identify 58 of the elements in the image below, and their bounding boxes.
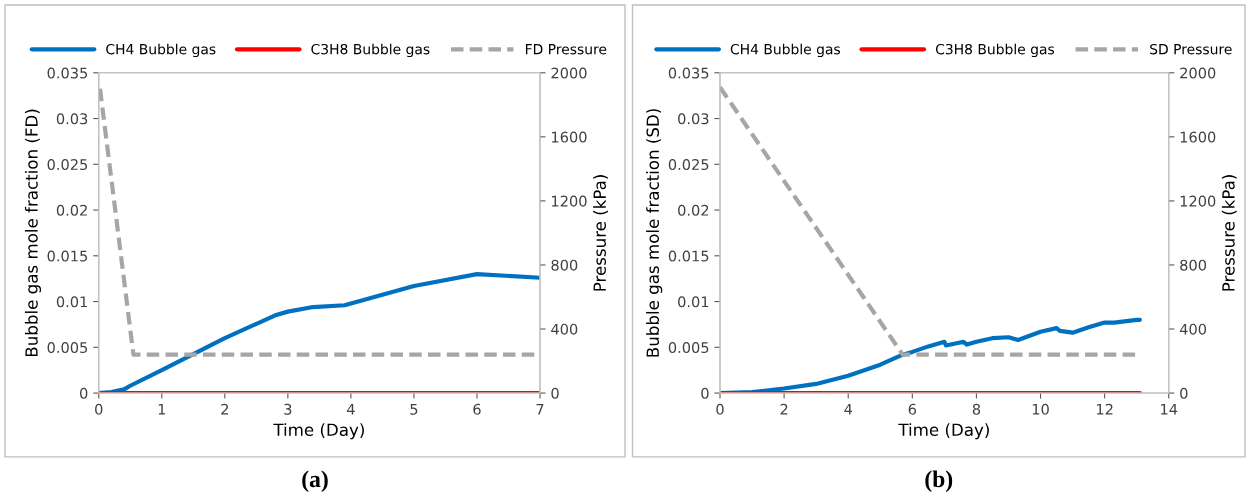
x-tick-label: 14 xyxy=(1161,403,1178,415)
y-tick-label: 0.035 xyxy=(47,67,88,79)
x-tick-label: 2 xyxy=(780,403,788,415)
y2-axis-title: Pressure (kPa) xyxy=(593,175,608,291)
x-tick-label: 0 xyxy=(716,403,724,415)
y-axis-title: Bubble gas mole fraction (SD) xyxy=(646,109,663,357)
y-tick-label: 0.02 xyxy=(678,204,709,216)
text: (b) xyxy=(925,470,953,492)
legend-label: CH4 Bubble gas xyxy=(730,43,841,58)
x-tick-label: 0 xyxy=(95,403,103,415)
legend-label: SD Pressure xyxy=(1150,43,1232,55)
y-tick-label: 0 xyxy=(701,387,709,399)
y2-tick-label: 1600 xyxy=(552,131,587,143)
x-axis-title: Time (Day) xyxy=(273,423,364,440)
y-tick-label: 0.005 xyxy=(47,342,88,354)
y-tick-label: 0.025 xyxy=(47,159,88,171)
x-tick-label: 1 xyxy=(158,403,166,415)
x-tick-label: 6 xyxy=(473,403,481,415)
x-tick-label: 4 xyxy=(844,403,853,415)
y2-tick-label: 2000 xyxy=(1180,67,1216,79)
y-tick-label: 0.01 xyxy=(56,296,87,308)
x-tick-label: 10 xyxy=(1032,403,1049,415)
y-tick-label: 0.025 xyxy=(668,159,709,171)
y-tick-label: 0.015 xyxy=(668,250,709,262)
x-tick-label: 6 xyxy=(908,403,917,415)
y-tick-label: 0.03 xyxy=(56,113,88,125)
y2-tick-label: 0 xyxy=(551,387,559,399)
legend-label: FD Pressure xyxy=(525,44,607,55)
y-tick-label: 0 xyxy=(80,387,88,399)
legend-label: C3H8 Bubble gas xyxy=(935,43,1055,58)
x-tick-label: 12 xyxy=(1096,403,1113,415)
x-tick-label: 7 xyxy=(536,403,544,415)
y2-tick-label: 0 xyxy=(1180,387,1188,399)
x-tick-label: 8 xyxy=(972,403,981,415)
y2-tick-label: 400 xyxy=(1179,323,1207,335)
y2-tick-label: 400 xyxy=(551,323,578,335)
y-tick-label: 0.02 xyxy=(56,204,87,216)
y-axis-title: Bubble gas mole fraction (FD) xyxy=(24,109,42,357)
y2-axis-title: Pressure (kPa) xyxy=(1221,175,1237,291)
x-axis-title: Time (Day) xyxy=(898,423,989,440)
y2-tick-label: 1200 xyxy=(1180,195,1216,207)
y2-tick-label: 800 xyxy=(551,259,578,271)
x-tick-label: 2 xyxy=(221,403,228,415)
x-tick-label: 3 xyxy=(284,403,292,415)
legend-label: C3H8 Bubble gas xyxy=(311,43,430,58)
y2-tick-label: 800 xyxy=(1180,259,1207,271)
x-tick-label: 5 xyxy=(410,403,418,415)
y-tick-label: 0.015 xyxy=(47,250,88,262)
y-tick-label: 0.03 xyxy=(678,113,709,125)
y-tick-label: 0.035 xyxy=(668,67,709,79)
y2-tick-label: 1200 xyxy=(552,195,587,207)
y-tick-label: 0.005 xyxy=(668,342,709,354)
text: (a) xyxy=(302,470,328,492)
x-tick-label: 4 xyxy=(346,403,355,415)
y2-tick-label: 1600 xyxy=(1180,131,1216,143)
y-tick-label: 0.01 xyxy=(678,296,709,308)
legend-label: CH4 Bubble gas xyxy=(106,43,216,58)
y2-tick-label: 2000 xyxy=(551,67,587,79)
